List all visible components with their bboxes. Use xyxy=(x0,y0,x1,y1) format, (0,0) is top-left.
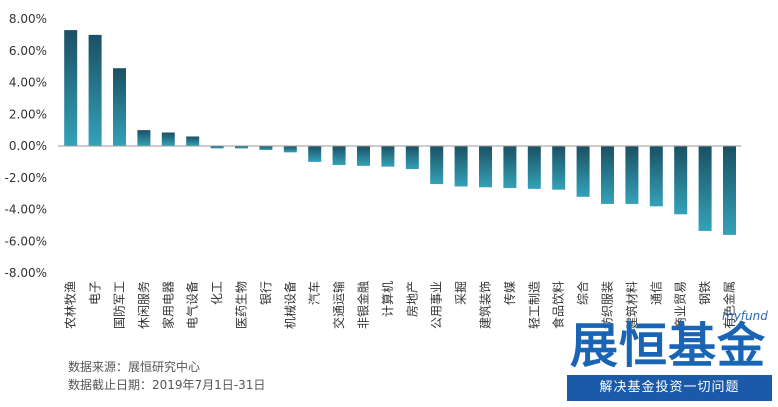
x-tick-label: 机械设备 xyxy=(282,281,297,329)
x-tick-label: 非银金融 xyxy=(356,281,371,329)
bar xyxy=(259,146,273,150)
y-tick-label: -2.00% xyxy=(5,171,47,185)
x-tick-label: 电气设备 xyxy=(185,281,200,329)
x-tick-label: 食品饮料 xyxy=(551,281,566,329)
x-tick-label: 化工 xyxy=(210,281,224,305)
watermark-logo: 展恒基金 xyxy=(570,318,767,374)
bar xyxy=(308,146,322,162)
x-tick-label: 传媒 xyxy=(502,281,517,305)
y-tick-label: 0.00% xyxy=(9,139,47,153)
x-tick-label: 纺织服装 xyxy=(601,281,615,329)
x-tick-label: 交通运输 xyxy=(331,281,346,329)
x-tick-label: 钢铁 xyxy=(698,281,712,305)
y-tick-label: 4.00% xyxy=(9,76,47,90)
x-tick-label: 采掘 xyxy=(453,281,468,305)
watermark-myfund: myfund xyxy=(722,309,768,323)
x-tick-label: 有色金属 xyxy=(722,281,737,329)
bar xyxy=(625,146,639,204)
bar xyxy=(381,146,395,167)
x-axis-labels: 农林牧渔 电子 国防军工 休闲服务 家用电器 电气设备 化工 医药生物 银行 机械设备 汽车 交通运输… xyxy=(64,281,737,329)
bar xyxy=(649,146,663,207)
bar xyxy=(137,130,151,146)
bar xyxy=(674,146,688,215)
y-tick-label: 6.00% xyxy=(9,44,47,58)
bar xyxy=(479,146,492,188)
y-tick-label: -6.00% xyxy=(5,234,47,248)
y-axis: 8.00% 6.00% 4.00% 2.00% 0.00% -2.00% -4.00% -6.… xyxy=(5,12,47,280)
bar xyxy=(88,34,102,146)
x-tick-label: 通信 xyxy=(649,281,663,305)
bar xyxy=(113,68,126,146)
bar xyxy=(503,146,517,189)
y-tick-label: 8.00% xyxy=(9,12,47,26)
bar xyxy=(186,136,200,146)
bar xyxy=(527,146,541,189)
x-tick-label: 汽车 xyxy=(307,281,322,305)
y-tick-label: -8.00% xyxy=(5,266,47,280)
x-tick-label: 国防军工 xyxy=(112,281,127,329)
x-tick-label: 公用事业 xyxy=(430,281,444,329)
source-note: 数据来源：展恒研究中心 xyxy=(68,360,201,374)
bar xyxy=(161,132,175,146)
x-tick-label: 医药生物 xyxy=(235,281,249,329)
x-tick-label: 休闲服务 xyxy=(136,281,151,329)
bars xyxy=(64,30,736,235)
bar xyxy=(601,146,614,204)
x-tick-label: 综合 xyxy=(575,281,590,305)
x-tick-label: 商业贸易 xyxy=(673,281,688,329)
x-tick-label: 建筑材料 xyxy=(624,281,639,329)
y-tick-label: -4.00% xyxy=(5,203,47,217)
x-tick-label: 银行 xyxy=(259,281,273,305)
date-note: 数据截止日期：2019年7月1日-31日 xyxy=(68,378,266,392)
x-tick-label: 家用电器 xyxy=(160,281,175,329)
x-tick-label: 农林牧渔 xyxy=(64,281,78,329)
x-tick-label: 轻工制造 xyxy=(527,281,541,329)
bar xyxy=(698,146,712,231)
x-tick-label: 电子 xyxy=(88,281,102,305)
bar xyxy=(332,146,346,166)
bar xyxy=(64,30,78,146)
x-tick-label: 房地产 xyxy=(404,281,419,317)
bar xyxy=(576,146,590,197)
bar xyxy=(723,146,736,235)
x-tick-label: 计算机 xyxy=(380,281,395,317)
x-tick-label: 建筑装饰 xyxy=(478,281,493,329)
bar xyxy=(430,146,444,185)
bar xyxy=(357,146,370,166)
bar xyxy=(283,146,297,153)
y-tick-label: 2.00% xyxy=(9,107,47,121)
bar xyxy=(454,146,468,187)
bar xyxy=(405,146,419,170)
bar xyxy=(235,146,248,149)
watermark-slogan: 解决基金投资一切问题 xyxy=(567,375,772,401)
bar xyxy=(210,146,224,149)
bar xyxy=(552,146,566,190)
